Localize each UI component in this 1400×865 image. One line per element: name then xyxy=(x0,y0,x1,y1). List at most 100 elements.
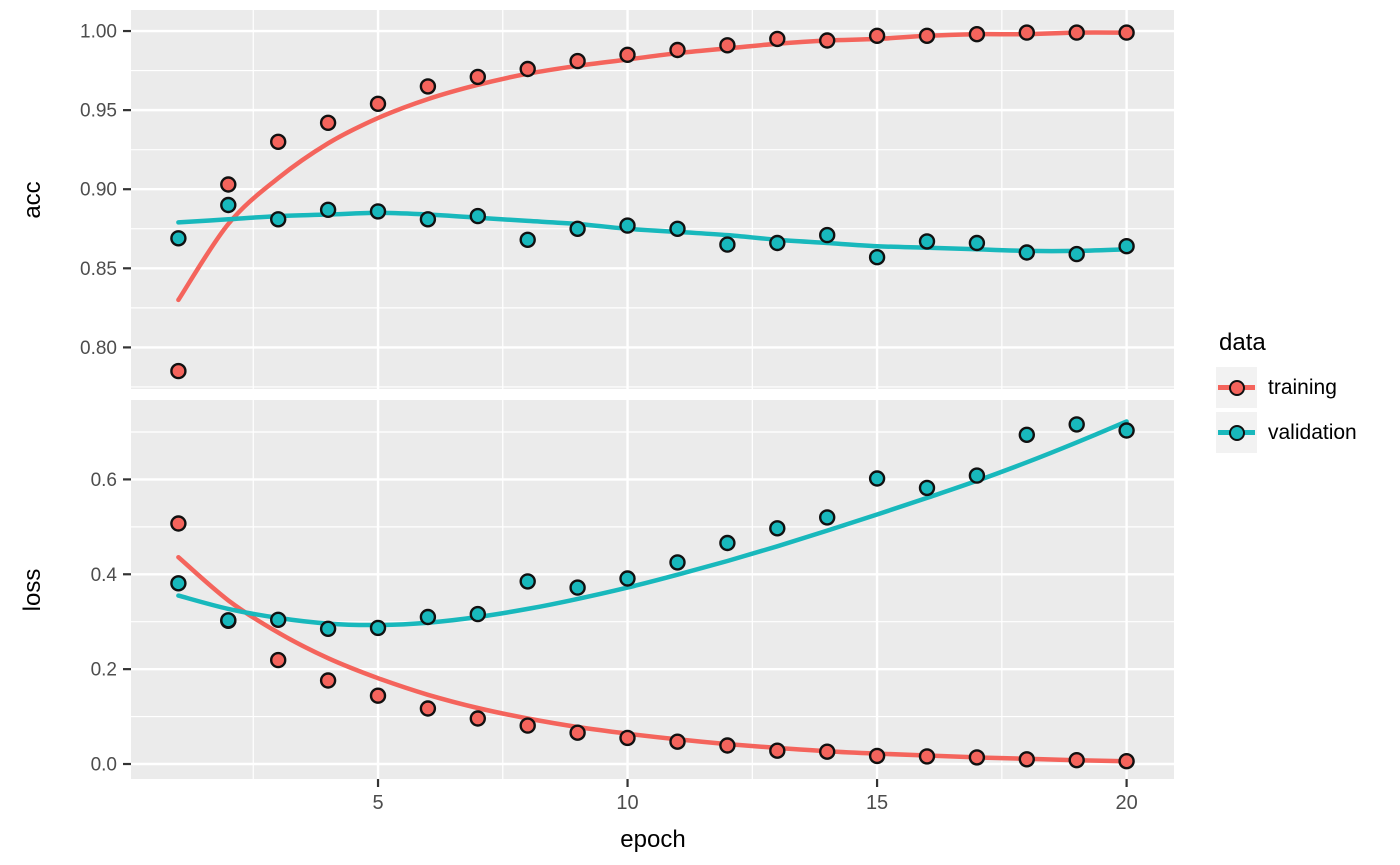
data-point-validation xyxy=(669,220,686,238)
data-point-validation xyxy=(968,234,986,252)
y-tick-label: 0.85 xyxy=(80,259,117,280)
y-axis-loss: 0.0 0.2 0.4 0.6 xyxy=(91,470,131,776)
data-point-validation xyxy=(319,620,337,637)
data-point-training xyxy=(918,27,936,44)
validation-point-swatch xyxy=(1228,424,1245,441)
data-point-validation xyxy=(419,211,437,228)
data-point-training xyxy=(719,37,736,54)
y-axis-acc: 0.80 0.85 0.90 0.95 1.00 xyxy=(80,22,131,359)
data-point-training xyxy=(868,27,886,44)
data-point-validation xyxy=(868,249,886,266)
data-point-training xyxy=(968,26,986,43)
y-tick-label: 0.95 xyxy=(80,101,117,122)
data-point-training xyxy=(619,729,636,747)
data-point-training xyxy=(569,52,586,70)
data-point-training xyxy=(569,724,586,741)
y-tick-label: 0.4 xyxy=(91,565,118,586)
data-point-training xyxy=(170,362,187,380)
data-point-validation xyxy=(1018,426,1036,443)
data-point-validation xyxy=(819,509,836,526)
data-point-validation xyxy=(170,230,187,247)
data-point-training xyxy=(719,737,736,754)
data-point-validation xyxy=(319,201,337,219)
data-point-training xyxy=(968,749,986,766)
data-point-training xyxy=(769,30,786,48)
data-point-validation xyxy=(918,233,936,250)
data-point-training xyxy=(270,651,287,669)
epoch-axis-title: epoch xyxy=(620,826,686,853)
data-point-validation xyxy=(569,220,586,238)
data-point-training xyxy=(1018,751,1036,768)
x-tick-label: 5 xyxy=(372,792,383,814)
data-point-validation xyxy=(819,226,836,244)
data-point-validation xyxy=(719,236,736,253)
data-point-validation xyxy=(519,573,536,590)
data-point-validation xyxy=(1068,245,1085,263)
data-point-training xyxy=(669,733,686,750)
acc-axis-title: acc xyxy=(19,181,46,219)
data-point-training xyxy=(1068,24,1085,41)
data-point-validation xyxy=(170,575,187,592)
data-point-training xyxy=(1118,24,1135,41)
data-point-training xyxy=(819,32,836,49)
data-point-training xyxy=(270,133,287,151)
panel-background xyxy=(131,400,1174,779)
x-tick-label: 10 xyxy=(616,792,638,814)
data-point-validation xyxy=(1118,237,1135,255)
legend: data training validation xyxy=(1216,329,1357,457)
y-tick-label: 0.0 xyxy=(91,755,117,776)
y-tick-label: 1.00 xyxy=(80,22,117,43)
x-tick-label: 15 xyxy=(866,792,888,814)
panel-background xyxy=(131,10,1174,389)
data-point-training xyxy=(868,747,886,765)
data-point-validation xyxy=(719,534,736,552)
y-tick-label: 0.6 xyxy=(91,470,117,491)
data-point-validation xyxy=(669,554,686,571)
data-point-training xyxy=(369,95,387,113)
data-point-training xyxy=(1018,24,1036,41)
legend-item-training: training xyxy=(1216,367,1357,408)
data-point-validation xyxy=(868,470,886,487)
data-point-validation xyxy=(569,579,586,596)
data-point-training xyxy=(369,687,387,704)
data-point-validation xyxy=(519,231,536,249)
panel-acc: 0.80 0.85 0.90 0.95 1.00 xyxy=(80,10,1174,389)
data-point-validation xyxy=(769,234,786,252)
data-point-training xyxy=(469,710,486,727)
data-point-validation xyxy=(419,608,437,626)
data-point-training xyxy=(419,78,437,95)
data-point-training xyxy=(319,114,337,132)
legend-title: data xyxy=(1219,329,1266,356)
data-point-validation xyxy=(469,605,486,623)
legend-label-training: training xyxy=(1268,375,1337,399)
x-axis: 5 10 15 20 xyxy=(372,779,1138,814)
data-point-training xyxy=(918,748,936,765)
y-tick-label: 0.80 xyxy=(80,338,117,359)
x-tick-label: 20 xyxy=(1115,792,1137,814)
data-point-training xyxy=(170,515,187,532)
data-point-validation xyxy=(469,207,486,225)
data-point-validation xyxy=(619,217,636,234)
data-point-training xyxy=(1118,753,1135,770)
training-point-swatch xyxy=(1228,379,1245,396)
data-point-validation xyxy=(619,570,636,587)
data-point-validation xyxy=(1018,244,1036,261)
y-tick-label: 0.2 xyxy=(91,660,117,681)
legend-key-validation xyxy=(1216,412,1257,453)
data-point-training xyxy=(769,742,786,759)
points-validation xyxy=(170,196,1135,266)
data-point-validation xyxy=(270,611,287,628)
points-validation xyxy=(170,416,1135,637)
data-point-validation xyxy=(270,211,287,228)
data-point-validation xyxy=(369,619,387,637)
data-point-training xyxy=(819,743,836,760)
data-point-training xyxy=(1068,752,1085,769)
data-point-training xyxy=(619,46,636,63)
data-point-training xyxy=(319,672,337,689)
minor-gridlines xyxy=(131,400,1174,779)
panel-loss: 0.0 0.2 0.4 0.6 xyxy=(91,400,1174,779)
legend-key-training xyxy=(1216,367,1257,408)
data-point-training xyxy=(419,700,437,717)
data-point-training xyxy=(469,68,486,86)
